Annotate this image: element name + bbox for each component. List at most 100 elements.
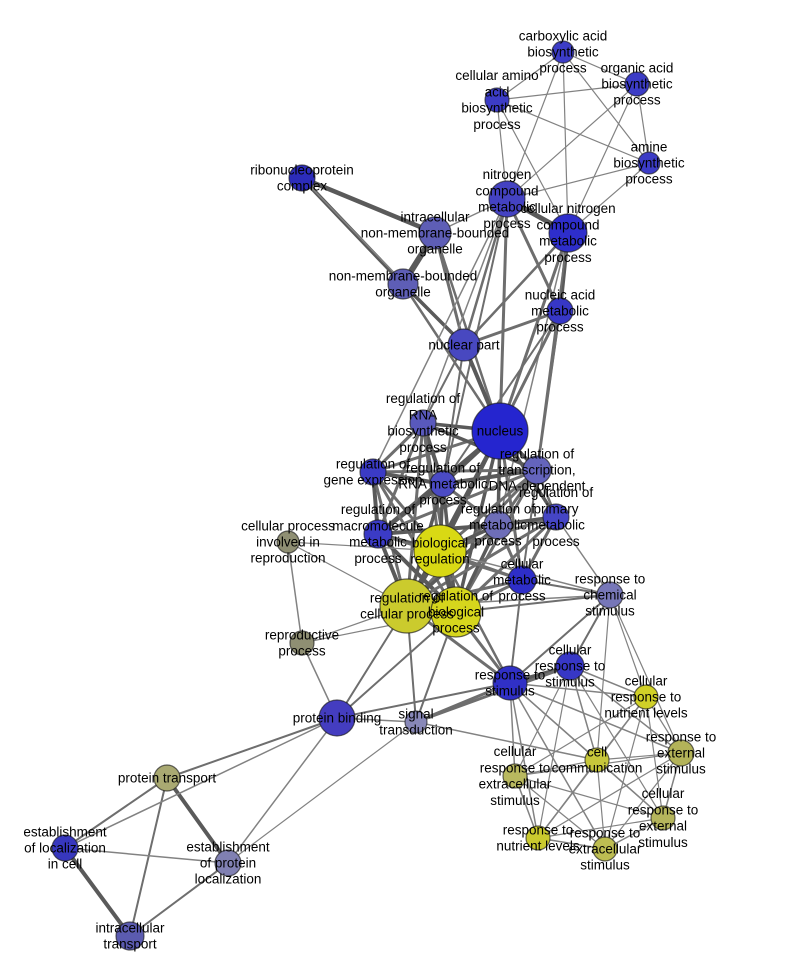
graph-edge-establishment-of-localization-in-cell--protein-binding[interactable] [64,717,338,849]
graph-edge-protein-transport--establishment-of-protein-localization[interactable] [165,776,230,865]
graph-edge-nitrogen-compound-metabolic-process--regulation-of-gene-expression[interactable] [372,198,508,473]
node-establishment-of-localization-in-cell[interactable] [51,834,79,862]
node-ribonucleoprotein-complex[interactable] [288,164,316,192]
node-biological-regulation[interactable] [413,524,467,578]
node-intracellular-non-membrane-bounded-organelle[interactable] [418,216,452,250]
graph-edge-protein-transport--establishment-of-localization-in-cell[interactable] [64,777,168,849]
node-cellular-metabolic-process[interactable] [507,565,537,595]
graph-edge-regulation-of-transcription-dna-dependent--regulation-of-rna-metabolic-process[interactable] [441,468,539,486]
graph-edge-nitrogen-compound-metabolic-process--nucleus[interactable] [498,197,509,433]
node-nucleus[interactable] [471,402,529,460]
graph-edge-establishment-of-protein-localization--intracellular-transport[interactable] [129,862,229,937]
graph-edge-response-to-chemical-stimulus--response-to-stimulus[interactable] [509,594,611,684]
node-regulation-of-macromolecule-metabolic-process[interactable] [363,519,393,549]
graph-edge-cellular-response-to-nutrient-levels--cellular-response-to-external-stimulus[interactable] [645,696,664,819]
node-response-to-stimulus[interactable] [492,665,528,701]
node-regulation-of-metabolic-process[interactable] [483,510,513,540]
graph-edge-cellular-nitrogen-compound-metabolic-process--nucleus[interactable] [498,231,570,433]
graph-edge-response-to-stimulus--cellular-response-to-nutrient-levels[interactable] [509,682,647,698]
graph-edge-cellular-metabolic-process--response-to-chemical-stimulus[interactable] [521,579,611,596]
graph-edge-cellular-response-to-external-stimulus--cellular-response-to-extracellular-stimulus[interactable] [514,775,664,819]
graph-edge-cell-communication--cellular-response-to-extracellular-stimulus[interactable] [514,759,598,777]
graph-edge-response-to-external-stimulus--response-to-nutrient-levels[interactable] [537,752,682,839]
graph-edge-signal-transduction--cell-communication[interactable] [415,721,598,761]
graph-edge-regulation-of-rna-biosynthetic-process--regulation-of-cellular-process[interactable] [405,421,425,608]
graph-edge-nuclear-part--regulation-of-rna-metabolic-process[interactable] [442,344,465,485]
graph-edge-nucleus--regulation-of-biological-process[interactable] [454,429,502,614]
graph-edge-cell-communication--cellular-response-to-external-stimulus[interactable] [596,759,664,819]
node-non-membrane-bounded-organelle[interactable] [387,268,419,300]
node-amine-biosynthetic-process[interactable] [637,151,661,175]
node-organic-acid-biosynthetic-process[interactable] [624,71,650,97]
graph-edge-response-to-chemical-stimulus--cellular-response-to-nutrient-levels[interactable] [609,594,647,698]
graph-edge-cell-communication--response-to-extracellular-stimulus[interactable] [596,759,606,850]
graph-edge-cellular-process-involved-in-reproduction--reproductive-process[interactable] [287,541,303,644]
node-cellular-response-to-extracellular-stimulus[interactable] [502,763,528,789]
node-cell-communication[interactable] [584,747,610,773]
graph-edge-cellular-response-to-stimulus--cellular-response-to-external-stimulus[interactable] [569,665,664,819]
graph-edge-organic-acid-biosynthetic-process--cellular-nitrogen-compound-metabolic-process[interactable] [567,83,638,234]
graph-edge-cellular-response-to-stimulus--signal-transduction[interactable] [414,664,572,724]
graph-edge-cellular-response-to-stimulus--cellular-response-to-extracellular-stimulus[interactable] [514,665,571,777]
node-nuclear-part[interactable] [447,328,481,362]
graph-edge-establishment-of-localization-in-cell--intracellular-transport[interactable] [63,846,132,938]
graph-edge-response-to-chemical-stimulus--cell-communication[interactable] [596,594,611,761]
node-cellular-response-to-external-stimulus[interactable] [650,805,676,831]
graph-edge-protein-transport--intracellular-transport[interactable] [129,777,168,937]
node-regulation-of-rna-biosynthetic-process[interactable] [409,409,437,437]
node-response-to-nutrient-levels[interactable] [525,825,551,851]
graph-edge-regulation-of-transcription-dna-dependent--regulation-of-biological-process[interactable] [454,468,539,614]
graph-edge-amine-biosynthetic-process--nitrogen-compound-metabolic-process[interactable] [506,162,650,200]
node-cellular-process-involved-in-reproduction[interactable] [276,530,300,554]
node-carboxylic-acid-biosynthetic-process[interactable] [551,40,575,64]
graph-edge-cellular-response-to-external-stimulus--response-to-nutrient-levels[interactable] [537,817,664,839]
graph-edge-regulation-of-primary-metabolic-process--response-to-chemical-stimulus[interactable] [555,516,611,596]
node-reproductive-process[interactable] [289,630,315,656]
graph-edge-ribonucleoprotein-complex--intracellular-non-membrane-bounded-organelle[interactable] [299,175,438,236]
node-regulation-of-biological-process[interactable] [430,586,482,638]
node-nitrogen-compound-metabolic-process[interactable] [488,180,526,218]
graph-edge-cellular-response-to-nutrient-levels--cellular-response-to-extracellular-stimulus[interactable] [514,696,647,777]
node-intracellular-transport[interactable] [115,921,145,951]
graph-edge-nucleic-acid-metabolic-process--regulation-of-rna-metabolic-process[interactable] [442,310,561,485]
graph-edge-cellular-amino-acid-biosynthetic-process--organic-acid-biosynthetic-process[interactable] [496,83,638,101]
graph-edge-organic-acid-biosynthetic-process--amine-biosynthetic-process[interactable] [636,83,650,164]
node-response-to-chemical-stimulus[interactable] [596,581,624,609]
node-regulation-of-rna-metabolic-process[interactable] [429,470,457,498]
graph-edge-nitrogen-compound-metabolic-process--nucleic-acid-metabolic-process[interactable] [505,197,562,313]
node-cellular-response-to-stimulus[interactable] [555,651,585,681]
node-regulation-of-primary-metabolic-process[interactable] [542,503,570,531]
graph-edge-carboxylic-acid-biosynthetic-process--amine-biosynthetic-process[interactable] [562,51,650,164]
graph-edge-response-to-stimulus--response-to-extracellular-stimulus[interactable] [509,682,606,850]
node-signal-transduction[interactable] [404,710,428,734]
node-cellular-response-to-nutrient-levels[interactable] [633,684,659,710]
node-protein-transport[interactable] [153,764,181,792]
graph-edge-cellular-nitrogen-compound-metabolic-process--regulation-of-metabolic-process[interactable] [497,232,569,526]
graph-edge-cell-communication--response-to-nutrient-levels[interactable] [537,759,598,839]
graph-edge-non-membrane-bounded-organelle--nucleus[interactable] [401,282,502,433]
node-response-to-extracellular-stimulus[interactable] [592,836,618,862]
graph-edge-response-to-external-stimulus--response-to-extracellular-stimulus[interactable] [604,752,682,850]
graph-edge-cellular-nitrogen-compound-metabolic-process--nuclear-part[interactable] [462,231,570,347]
graph-edge-regulation-of-transcription-dna-dependent--regulation-of-gene-expression[interactable] [371,468,539,474]
graph-edge-carboxylic-acid-biosynthetic-process--organic-acid-biosynthetic-process[interactable] [562,51,638,85]
graph-edge-regulation-of-biological-process--protein-binding[interactable] [336,611,457,719]
graph-edge-carboxylic-acid-biosynthetic-process--cellular-nitrogen-compound-metabolic-process[interactable] [562,51,569,234]
graph-edge-carboxylic-acid-biosynthetic-process--nitrogen-compound-metabolic-process[interactable] [506,51,564,200]
graph-edge-cellular-response-to-extracellular-stimulus--response-to-extracellular-stimulus[interactable] [514,775,606,850]
node-response-to-external-stimulus[interactable] [667,739,695,767]
graph-edge-establishment-of-protein-localization--protein-binding[interactable] [227,717,338,864]
graph-edge-regulation-of-biological-process--response-to-chemical-stimulus[interactable] [455,594,611,613]
graph-edge-response-to-stimulus--response-to-nutrient-levels[interactable] [509,682,539,839]
node-protein-binding[interactable] [318,699,356,737]
graph-edge-carboxylic-acid-biosynthetic-process--cellular-amino-acid-biosynthetic-process[interactable] [496,51,564,101]
node-regulation-of-gene-expression[interactable] [359,458,387,486]
graph-edge-establishment-of-localization-in-cell--establishment-of-protein-localization[interactable] [64,847,229,864]
node-nucleic-acid-metabolic-process[interactable] [546,297,574,325]
graph-edge-cell-communication--response-to-external-stimulus[interactable] [596,752,682,761]
graph-edge-nitrogen-compound-metabolic-process--regulation-of-rna-biosynthetic-process[interactable] [422,198,508,424]
graph-edge-cellular-response-to-nutrient-levels--response-to-extracellular-stimulus[interactable] [604,696,647,850]
graph-edge-organic-acid-biosynthetic-process--nitrogen-compound-metabolic-process[interactable] [506,83,638,200]
node-establishment-of-protein-localization[interactable] [214,849,242,877]
